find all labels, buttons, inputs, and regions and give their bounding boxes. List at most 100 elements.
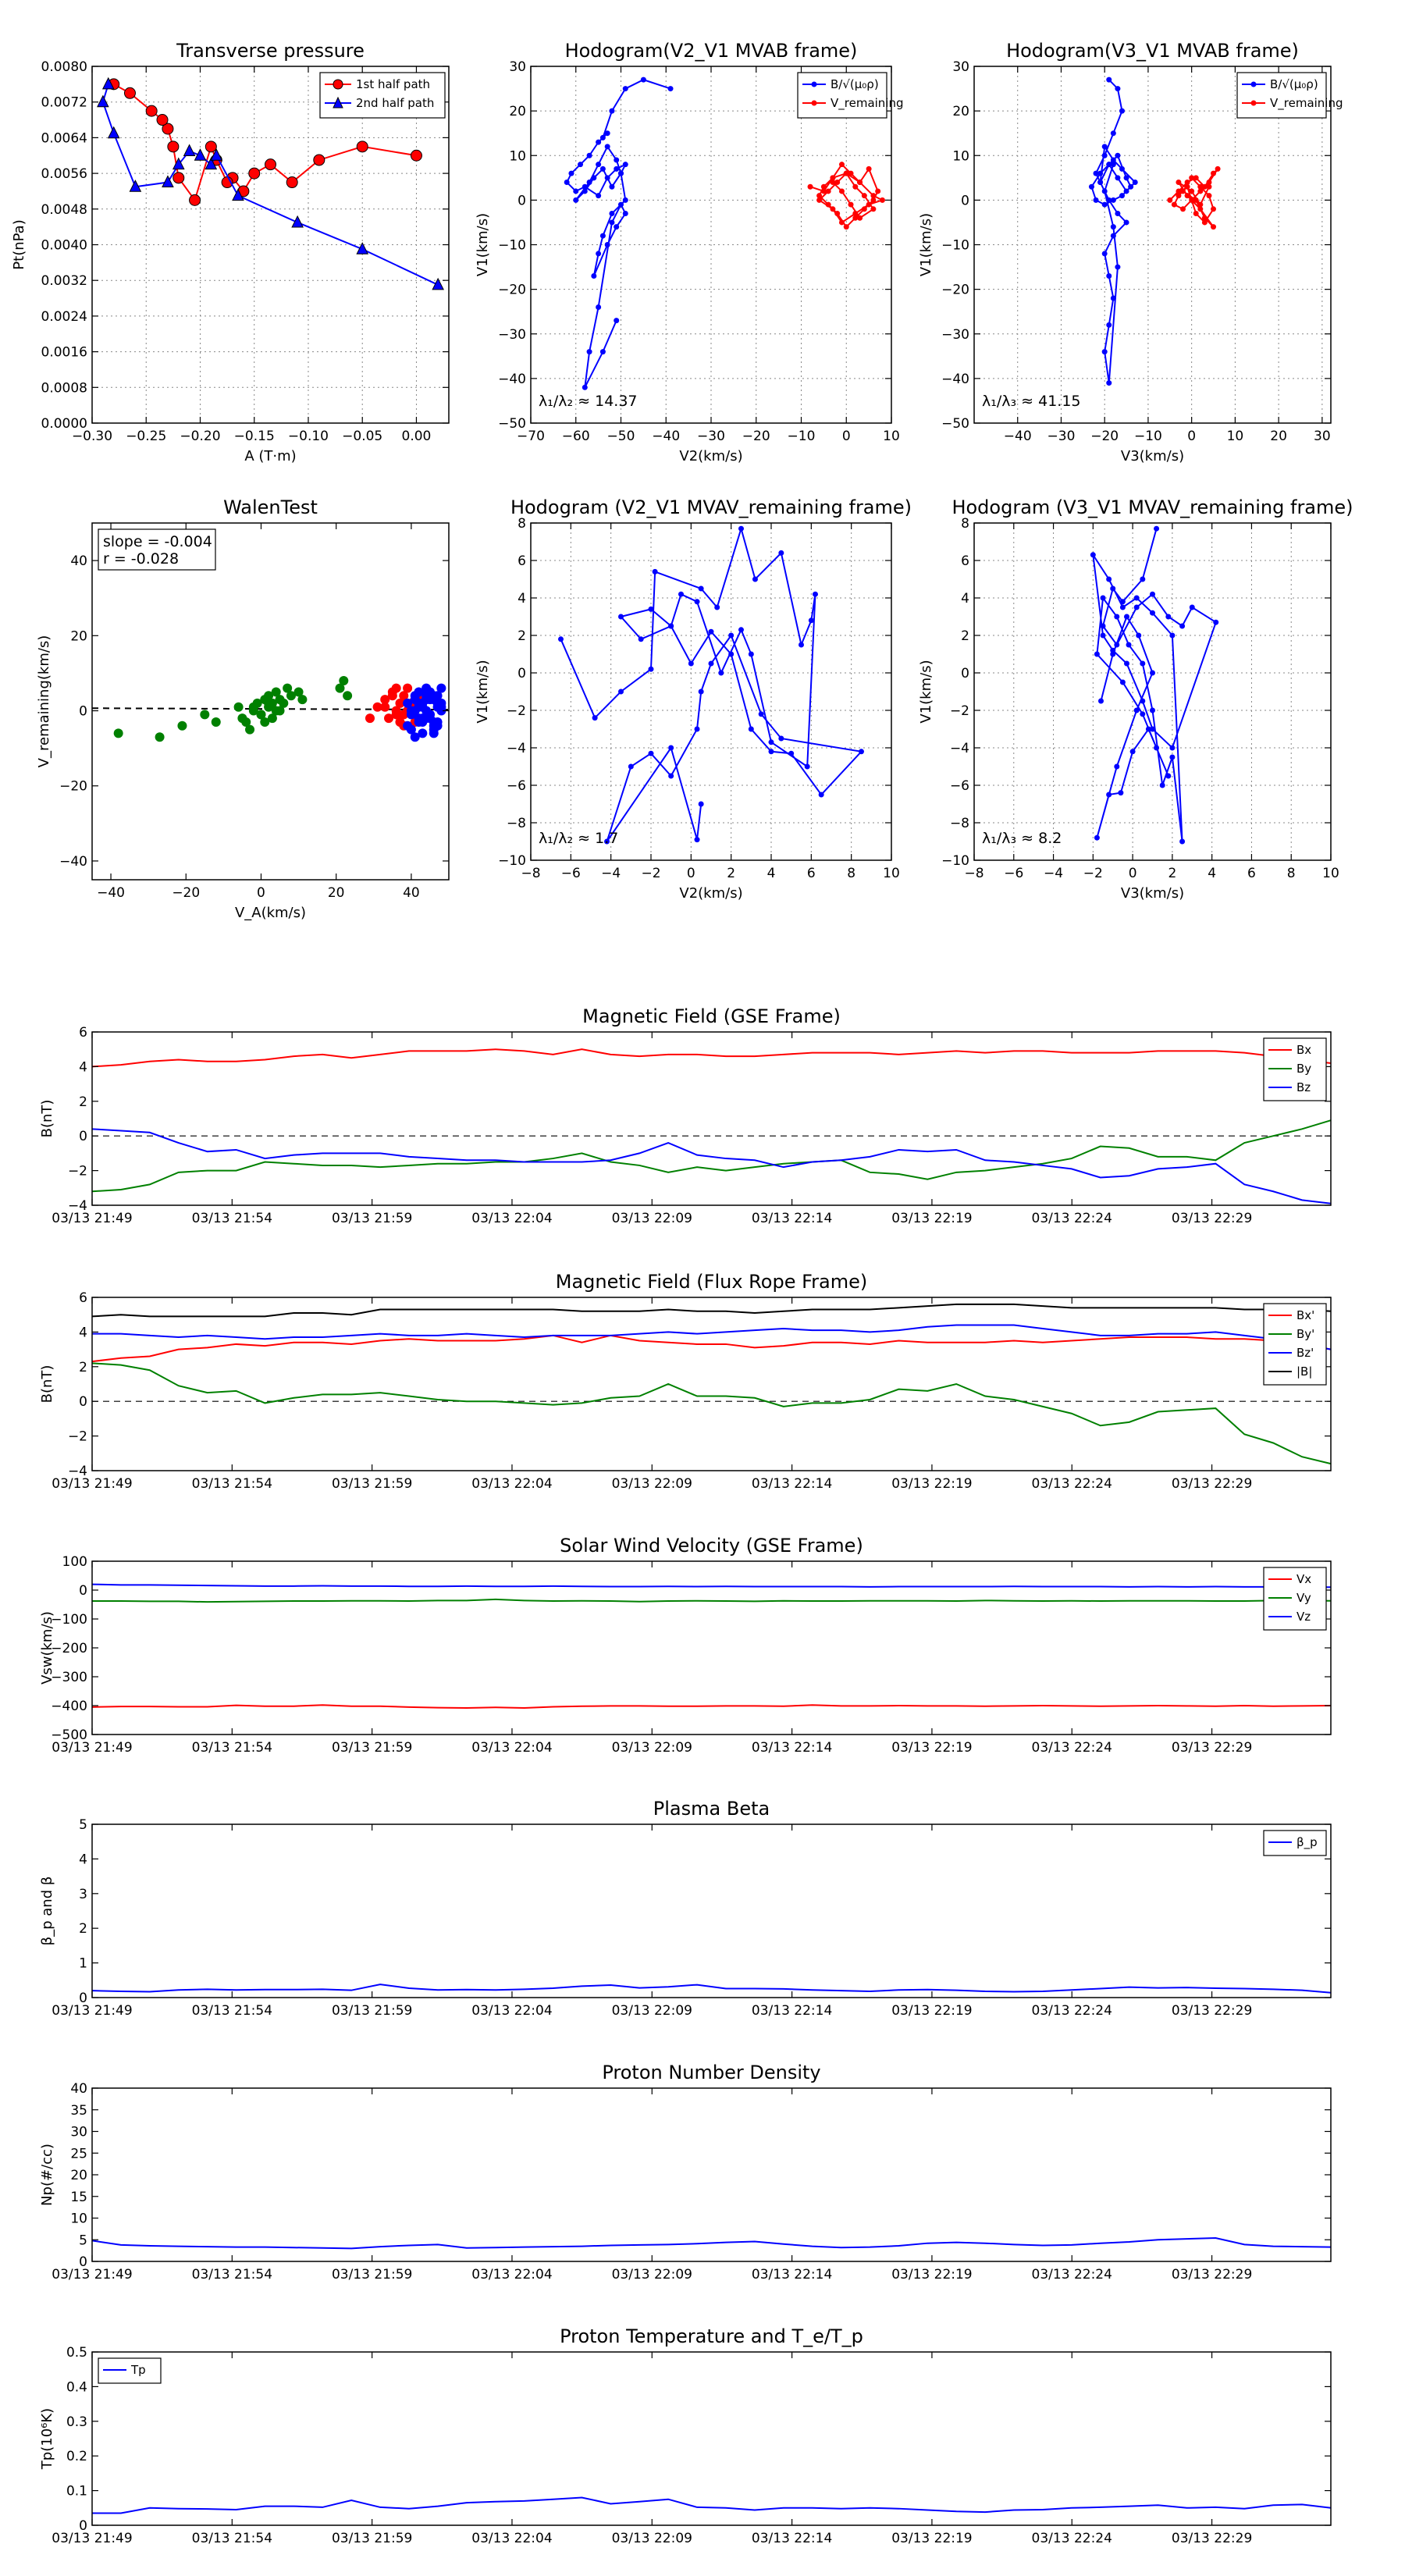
data-point xyxy=(852,215,859,221)
data-point xyxy=(1119,108,1125,114)
x-tick-label: 03/13 21:49 xyxy=(52,1211,132,1226)
data-point xyxy=(694,599,700,605)
x-tick-label: 03/13 22:14 xyxy=(752,1476,832,1492)
data-point xyxy=(1101,188,1108,194)
data-point xyxy=(248,702,258,712)
data-point xyxy=(698,585,704,592)
x-tick-label: −40 xyxy=(1004,429,1032,444)
y-tick-label: 2 xyxy=(79,1360,87,1375)
data-point xyxy=(838,162,845,168)
data-point xyxy=(708,660,714,667)
x-tick-label: 03/13 22:09 xyxy=(612,1211,692,1226)
data-point xyxy=(1140,698,1146,704)
y-tick-label: 30 xyxy=(509,59,526,75)
series-bz- xyxy=(92,1324,1332,1350)
y-axis-label: β_p and β xyxy=(39,1877,55,1946)
legend-label: By xyxy=(1297,1062,1311,1076)
data-point xyxy=(1189,197,1195,203)
data-point xyxy=(714,604,720,610)
series-v-remaining xyxy=(807,162,885,230)
y-axis-label: V_remaining(km/s) xyxy=(36,635,52,768)
y-axis-label: Vsw(km/s) xyxy=(39,1611,55,1685)
series-bx xyxy=(91,1048,1332,1068)
series-line xyxy=(92,1324,1332,1350)
x-tick-label: 03/13 21:59 xyxy=(332,2003,412,2019)
data-point xyxy=(592,715,598,721)
x-tick-label: 10 xyxy=(883,429,900,444)
data-point xyxy=(1159,782,1165,788)
chart-title: Proton Temperature and T_e/T_p xyxy=(560,2325,863,2347)
data-point xyxy=(173,172,185,184)
y-tick-label: −20 xyxy=(941,283,969,298)
data-point xyxy=(648,750,654,756)
data-point xyxy=(875,188,881,194)
x-tick-label: −6 xyxy=(1004,866,1023,881)
data-point xyxy=(778,735,784,742)
data-point xyxy=(838,188,845,194)
data-point xyxy=(1119,679,1126,685)
y-tick-label: −4 xyxy=(68,1198,87,1214)
data-point xyxy=(313,154,325,166)
magnetic-field-flux-rope: Magnetic Field (Flux Rope Frame) −4 −2 0 2 4 6… xyxy=(39,1271,1332,1492)
data-point xyxy=(1179,623,1186,629)
data-point xyxy=(1197,201,1204,208)
data-point xyxy=(1106,380,1112,386)
data-point xyxy=(271,687,281,697)
y-tick-label: 0 xyxy=(79,1991,87,2006)
data-point xyxy=(1197,206,1204,212)
data-point xyxy=(265,158,276,171)
data-point xyxy=(1115,264,1121,270)
x-tick-label: 03/13 22:19 xyxy=(891,1740,972,1756)
y-axis-label: B(nT) xyxy=(39,1100,55,1138)
y-tick-label: −20 xyxy=(498,283,526,298)
data-point xyxy=(101,76,115,90)
data-point xyxy=(1115,211,1121,217)
y-tick-label: −2 xyxy=(950,703,969,719)
data-point xyxy=(586,152,592,158)
x-tick-label: 8 xyxy=(1287,866,1296,881)
hodogram-v3-v1-mvab: Hodogram(V3_V1 MVAB frame) −50 −40 −30 −20 −1… xyxy=(918,40,1343,464)
data-point xyxy=(1211,224,1217,230)
y-tick-label: 0 xyxy=(518,193,526,208)
data-point xyxy=(604,130,610,137)
x-tick-label: −10 xyxy=(1134,429,1162,444)
ratio-annotation: λ₁/λ₂ ≈ 1.7 xyxy=(539,830,618,847)
data-point xyxy=(857,215,863,221)
data-point xyxy=(596,193,602,199)
data-point xyxy=(1118,790,1124,796)
data-point xyxy=(1197,188,1204,194)
data-point xyxy=(618,170,624,176)
data-point xyxy=(256,710,266,720)
data-point xyxy=(708,628,714,635)
x-tick-label: −8 xyxy=(521,866,540,881)
y-tick-label: 20 xyxy=(952,104,969,119)
series-1st-half-path xyxy=(108,78,422,206)
data-point xyxy=(283,683,293,693)
x-tick-label: 0 xyxy=(842,429,851,444)
y-tick-label: −50 xyxy=(498,416,526,432)
x-tick-label: 03/13 21:59 xyxy=(332,1740,412,1756)
y-tick-label: 20 xyxy=(70,2168,87,2183)
y-axis-label: Tp(10⁶K) xyxy=(39,2408,55,2470)
y-tick-label: 8 xyxy=(518,516,526,532)
x-tick-label: −70 xyxy=(517,429,545,444)
axes-frame xyxy=(530,522,892,861)
y-tick-label: 0.0024 xyxy=(41,309,87,325)
y-tick-label: 2 xyxy=(961,628,969,644)
data-point xyxy=(1184,183,1190,190)
axes-frame xyxy=(91,522,450,881)
y-tick-label: −8 xyxy=(950,816,969,831)
data-point xyxy=(241,717,251,727)
legend-label: Vx xyxy=(1297,1572,1311,1586)
data-point xyxy=(1189,175,1195,181)
y-tick-label: 0 xyxy=(79,1129,87,1144)
series-line xyxy=(91,1704,1332,1709)
data-point xyxy=(768,739,774,745)
x-tick-label: 03/13 22:04 xyxy=(471,2531,552,2546)
stats-line: slope = -0.004 xyxy=(103,533,212,550)
x-tick-label: 0 xyxy=(257,885,265,901)
y-tick-label: 35 xyxy=(70,2103,87,2119)
data-point xyxy=(422,691,432,701)
data-point xyxy=(604,144,610,150)
series-vz xyxy=(91,1583,1331,1589)
